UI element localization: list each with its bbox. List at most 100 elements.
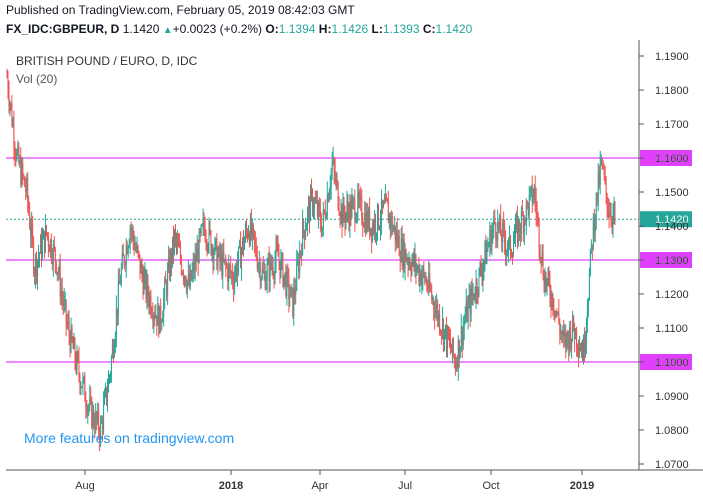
- level-badge: [640, 252, 692, 268]
- candle-body: [296, 262, 298, 291]
- candle-body: [67, 321, 69, 324]
- price-axis[interactable]: 1.0700 1.0800 1.0900 1.1000 1.1100 1.1200 1.13…: [638, 40, 689, 471]
- candle-body: [208, 225, 210, 247]
- candle-body: [387, 203, 389, 223]
- candle-body: [580, 349, 582, 352]
- candle-body: [438, 312, 440, 320]
- candle-body: [403, 238, 405, 269]
- candle-body: [137, 245, 139, 252]
- last-price-label: 1.1420: [655, 214, 689, 226]
- candle-body: [433, 298, 435, 309]
- candle-body: [265, 280, 267, 289]
- candle-body: [463, 322, 465, 328]
- candle-body: [590, 244, 592, 249]
- candle-body: [271, 267, 273, 269]
- last-price-badge: [640, 211, 692, 228]
- candle-body: [148, 296, 150, 307]
- candle-body: [458, 339, 460, 358]
- candle-body: [174, 231, 176, 251]
- candle-body: [539, 248, 541, 257]
- candle-body: [321, 226, 323, 235]
- candle-body: [44, 225, 46, 252]
- candle-body: [602, 167, 604, 169]
- candle-body: [451, 338, 453, 353]
- candle-body: [314, 200, 316, 203]
- candle-body: [614, 205, 616, 218]
- candle-body: [123, 256, 125, 265]
- candle-body: [23, 175, 25, 178]
- candle-body: [454, 359, 456, 369]
- candle-body: [6, 76, 8, 78]
- candle-body: [129, 228, 131, 243]
- candle-body: [436, 304, 438, 310]
- high-value: 1.1426: [331, 22, 369, 36]
- candle-body: [584, 340, 586, 353]
- candle-body: [189, 270, 191, 288]
- candle-body: [567, 331, 569, 338]
- candle-body: [486, 248, 488, 264]
- candle-body: [281, 255, 283, 258]
- candle-body: [364, 213, 366, 228]
- candle-body: [102, 420, 104, 429]
- candle-body: [384, 195, 386, 204]
- x-tick-label: Oct: [482, 480, 499, 492]
- candle-body: [517, 220, 519, 243]
- candle-body: [80, 386, 82, 389]
- horizontal-lines: 1.1600 1.1300 1.1000 1.1420: [6, 150, 692, 370]
- candle-body: [337, 182, 339, 209]
- candle-body: [77, 352, 79, 359]
- candle-body: [56, 272, 58, 274]
- candle-body: [107, 391, 109, 402]
- candle-body: [342, 201, 344, 228]
- candle-body: [349, 201, 351, 226]
- candle-body: [506, 250, 508, 255]
- candle-body: [153, 315, 155, 321]
- candle-body: [361, 197, 363, 222]
- candle-body: [589, 248, 591, 274]
- candle-body: [313, 200, 315, 209]
- watermark-link[interactable]: More features on tradingview.com: [24, 430, 234, 446]
- candle-body: [469, 294, 471, 315]
- candle-body: [319, 209, 321, 225]
- quote-line: FX_IDC:GBPEUR, D 1.1420 ▲+0.0023 (+0.2%)…: [6, 22, 472, 36]
- candle-body: [37, 260, 39, 277]
- candle-body: [35, 256, 37, 276]
- candle-body: [157, 305, 159, 326]
- plot-area[interactable]: [6, 40, 639, 470]
- candle-body: [31, 224, 33, 237]
- candle-body: [142, 275, 144, 294]
- candle-body: [273, 274, 275, 277]
- candle-body: [580, 348, 582, 352]
- candle-body: [167, 269, 169, 295]
- candle-body: [151, 313, 153, 316]
- candle-body: [49, 239, 51, 253]
- candle-body: [232, 272, 234, 283]
- candle-body: [262, 268, 264, 273]
- candle-body: [607, 209, 609, 213]
- candle-body: [121, 253, 123, 268]
- candle-body: [585, 321, 587, 341]
- candle-body: [406, 260, 408, 262]
- candle-body: [254, 241, 256, 245]
- candle-body: [18, 146, 20, 164]
- candle-body: [522, 215, 524, 233]
- candle-body: [601, 157, 603, 168]
- time-axis[interactable]: Aug 2018 Apr Jul Oct 2019: [6, 469, 703, 492]
- candle-body: [488, 244, 490, 247]
- candle-body: [394, 225, 396, 241]
- candle-body: [7, 76, 9, 93]
- candle-body: [559, 322, 561, 334]
- candle-body: [234, 276, 236, 290]
- candle-body: [419, 271, 421, 282]
- candle-body: [48, 246, 50, 253]
- candle-body: [483, 260, 485, 269]
- candle-body: [116, 308, 118, 315]
- candle-body: [289, 296, 291, 300]
- candle-body: [445, 325, 447, 330]
- candle-body: [482, 268, 484, 279]
- candle-body: [210, 231, 212, 254]
- candle-body: [145, 272, 147, 298]
- candle-body: [274, 261, 276, 277]
- candle-body: [553, 309, 555, 311]
